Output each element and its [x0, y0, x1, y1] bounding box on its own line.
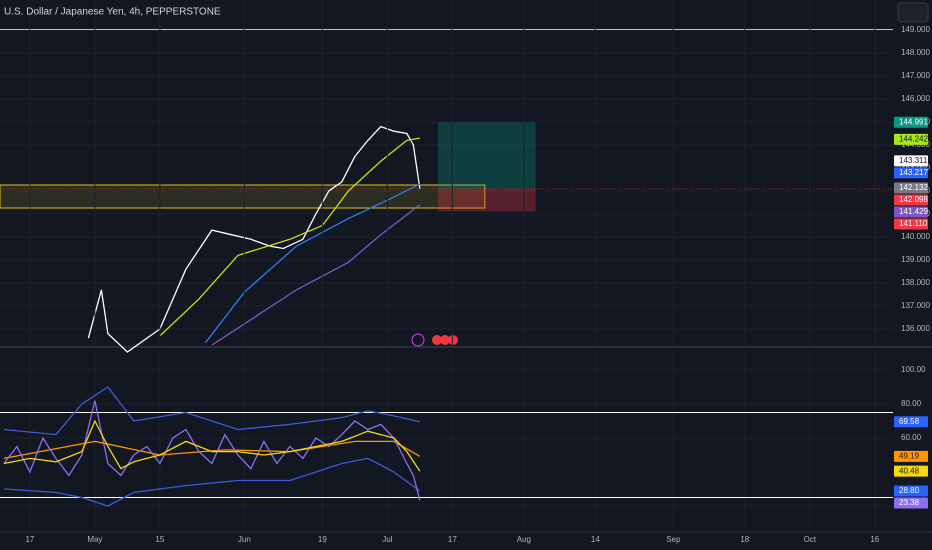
- price-badge: [894, 465, 928, 477]
- price-badge: [894, 116, 928, 128]
- x-tick-label: 19: [318, 535, 327, 544]
- x-tick-label: Sep: [666, 535, 681, 544]
- y-tick-label: 100.00: [901, 365, 926, 374]
- price-badge-label: 144.242: [899, 135, 928, 144]
- y-tick-label: 146.000: [901, 94, 930, 103]
- x-tick-label: 14: [591, 535, 600, 544]
- price-badge-label: 49.19: [899, 451, 920, 460]
- zone: [0, 184, 486, 209]
- series-line: [211, 204, 421, 346]
- settings-button[interactable]: [897, 2, 929, 23]
- x-tick-label: Oct: [804, 535, 817, 544]
- price-badge-label: 144.991: [899, 117, 928, 126]
- price-badge-label: 141.110: [899, 219, 928, 228]
- x-tick-label: 17: [25, 535, 34, 544]
- series-line: [3, 400, 421, 501]
- y-tick-label: 136.000: [901, 324, 930, 333]
- price-badge-label: 40.48: [899, 466, 920, 475]
- price-badge-label: 23.38: [899, 498, 920, 507]
- y-tick-label: 139.000: [901, 255, 930, 264]
- price-badge: [894, 167, 928, 179]
- price-badge-label: 142.098: [899, 195, 928, 204]
- event-icon[interactable]: [411, 333, 425, 347]
- series-line: [3, 386, 420, 436]
- price-badge-label: 143.217: [899, 168, 928, 177]
- y-tick-label: 80.00: [901, 399, 922, 408]
- price-badge: [894, 155, 928, 167]
- price-badge: [894, 497, 928, 509]
- y-tick-label: 147.000: [901, 71, 930, 80]
- x-tick-label: 17: [448, 535, 457, 544]
- price-badge-label: 28.80: [899, 486, 920, 495]
- profit-zone: [438, 122, 536, 189]
- x-tick-label: May: [87, 535, 102, 544]
- x-tick-label: 15: [155, 535, 164, 544]
- flag-icon[interactable]: [448, 335, 458, 345]
- y-tick-label: 138.000: [901, 278, 930, 287]
- chart-title: U.S. Dollar / Japanese Yen, 4h, PEPPERST…: [4, 7, 221, 18]
- x-tick-label: 16: [870, 535, 879, 544]
- series-line: [3, 440, 421, 460]
- x-tick-label: 18: [740, 535, 749, 544]
- series-line: [3, 457, 421, 507]
- price-badge: [894, 194, 928, 206]
- price-badge-label: 141.429: [899, 207, 928, 216]
- price-badge: [894, 182, 928, 194]
- x-tick-label: Jul: [382, 535, 392, 544]
- price-badge-label: 142.132: [899, 183, 928, 192]
- y-tick-label: 137.000: [901, 301, 930, 310]
- price-badge-label: 143.311: [899, 156, 928, 165]
- price-badge-label: 69.58: [899, 417, 920, 426]
- y-tick-label: 148.000: [901, 48, 930, 57]
- price-badge: [894, 133, 928, 145]
- loss-zone: [438, 188, 536, 212]
- series-line: [3, 419, 421, 472]
- x-tick-label: Jun: [238, 535, 251, 544]
- y-tick-label: 140.000: [901, 232, 930, 241]
- price-badge: [894, 218, 928, 230]
- y-tick-label: 60.00: [901, 433, 922, 442]
- price-badge: [894, 485, 928, 497]
- price-badge: [894, 416, 928, 428]
- price-badge: [894, 206, 928, 218]
- flag-icon[interactable]: [432, 335, 442, 345]
- y-tick-label: 149.000: [901, 25, 930, 34]
- flag-icon[interactable]: [440, 335, 450, 345]
- x-tick-label: Aug: [517, 535, 531, 544]
- price-badge: [894, 450, 928, 462]
